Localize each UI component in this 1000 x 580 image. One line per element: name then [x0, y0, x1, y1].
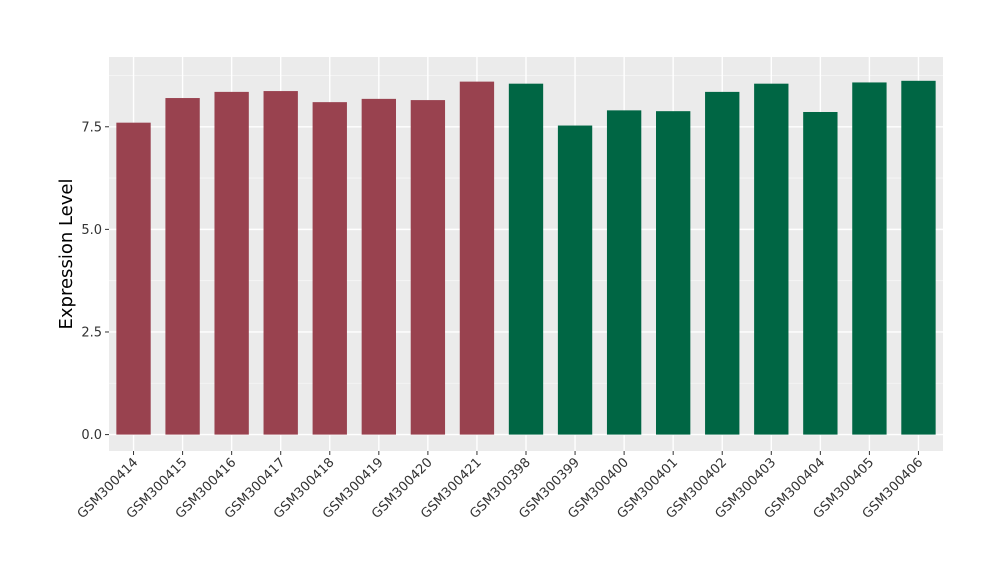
bar: [803, 111, 838, 435]
bar: [656, 111, 691, 435]
bar: [214, 91, 249, 435]
bar: [459, 81, 495, 435]
bar: [852, 82, 887, 435]
y-tick-label: 7.5: [81, 120, 102, 135]
bar: [508, 83, 544, 435]
bar: [361, 98, 396, 435]
y-axis: 0.0 2.5 5.0 7.5: [81, 120, 109, 443]
bar: [557, 125, 593, 435]
bar: [901, 80, 936, 435]
bar: [606, 110, 642, 435]
bar: [312, 102, 347, 435]
y-tick-label: 5.0: [81, 223, 102, 238]
bar: [165, 98, 200, 435]
bar: [754, 83, 789, 435]
bar: [116, 122, 151, 435]
bar: [410, 100, 446, 435]
y-axis-title: Expression Level: [56, 179, 77, 330]
bars: [116, 80, 936, 435]
y-tick-label: 2.5: [81, 325, 102, 340]
y-tick-label: 0.0: [81, 428, 102, 443]
x-axis: GSM300414GSM300415GSM300416GSM300417GSM3…: [75, 451, 926, 522]
bar: [263, 91, 298, 435]
bar: [705, 91, 740, 435]
